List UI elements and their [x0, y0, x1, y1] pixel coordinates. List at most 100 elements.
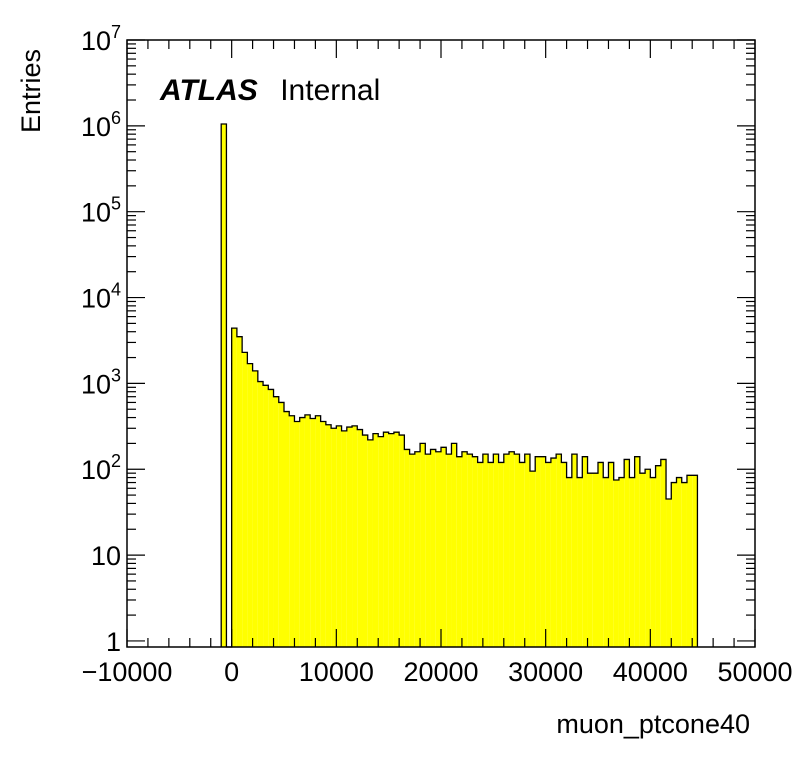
histogram-bar — [247, 363, 253, 647]
histogram-bar — [372, 433, 379, 647]
histogram-bar — [556, 454, 562, 647]
atlas-status-label: Internal — [280, 74, 380, 107]
histogram-bar — [524, 454, 530, 647]
histogram-bar — [624, 459, 630, 647]
histogram-bar — [514, 454, 520, 647]
histogram-bar — [676, 477, 682, 647]
histogram-bar — [598, 462, 604, 647]
histogram-bar — [561, 462, 567, 647]
histogram-bar — [582, 456, 588, 647]
histogram-bar — [289, 415, 295, 647]
histogram-bar — [430, 449, 436, 647]
histogram-bar — [388, 433, 394, 647]
histogram-bar — [629, 477, 635, 647]
histogram-bar — [268, 389, 274, 647]
histogram-bar — [498, 462, 504, 647]
histogram-bar — [608, 462, 614, 647]
histogram-bar — [325, 424, 332, 647]
histogram-bar — [414, 451, 421, 647]
histogram-bar — [634, 456, 640, 647]
y-tick-label: 103 — [81, 365, 121, 399]
histogram-bar — [650, 477, 656, 647]
y-tick-label: 107 — [81, 22, 121, 56]
histogram-bar — [535, 456, 541, 647]
histogram-bar — [472, 456, 478, 647]
atlas-experiment-label: ATLAS — [159, 74, 258, 107]
y-axis-title: Entries — [16, 49, 46, 133]
histogram-bar — [493, 454, 499, 647]
y-tick-label: 104 — [81, 280, 121, 314]
axis-ticks — [126, 39, 756, 647]
histogram-bar — [441, 447, 447, 647]
x-tick-label: 20000 — [403, 657, 478, 687]
histogram-bar — [221, 124, 227, 647]
histogram-bar — [639, 473, 646, 647]
histogram-bar — [252, 370, 258, 647]
histogram-bar — [362, 435, 368, 647]
x-tick-label: −10000 — [82, 657, 173, 687]
histogram-bar — [236, 336, 243, 647]
histogram-bar — [331, 428, 337, 647]
histogram-bar — [242, 352, 248, 647]
histogram-bars — [220, 123, 699, 648]
histogram-bar — [477, 462, 483, 647]
histogram-bar — [529, 471, 536, 647]
histogram-bar — [488, 462, 494, 647]
y-tick-label: 106 — [81, 108, 121, 142]
histogram-bar — [592, 473, 598, 647]
histogram-bar — [540, 456, 546, 647]
histogram-bar — [257, 381, 264, 647]
histogram-bar — [660, 459, 667, 647]
histogram-bar — [383, 432, 389, 647]
y-tick-label: 105 — [81, 194, 121, 228]
histogram-bar — [613, 479, 619, 647]
y-tick-label: 102 — [81, 451, 121, 485]
histogram-bar — [420, 443, 426, 647]
histogram-bar — [263, 385, 269, 647]
histogram-bar — [577, 477, 583, 647]
histogram-bar — [671, 482, 677, 647]
histogram-bar — [482, 454, 489, 647]
histogram-bar — [461, 451, 468, 647]
histogram-bar — [545, 462, 551, 647]
histogram-bar — [509, 451, 515, 647]
histogram-bar — [352, 425, 358, 647]
histogram-bar — [503, 454, 510, 647]
histogram-bar — [409, 454, 415, 647]
histogram-bar — [273, 396, 279, 647]
histogram-bar — [299, 417, 305, 647]
x-axis-title: muon_ptcone40 — [556, 709, 750, 739]
histogram-bar — [571, 454, 578, 647]
atlas-label: ATLAS Internal — [159, 74, 380, 107]
histogram-bar — [336, 425, 342, 647]
histogram-bar — [341, 430, 347, 647]
plot-frame — [126, 39, 756, 648]
histogram-bar — [425, 454, 431, 647]
histogram-bar — [399, 435, 405, 647]
histogram-bar — [519, 462, 525, 647]
histogram-bar — [692, 475, 698, 647]
histogram-bar — [456, 456, 462, 647]
x-tick-label: 40000 — [613, 657, 688, 687]
histogram-bar — [346, 427, 353, 647]
histogram-bar — [284, 411, 290, 647]
y-tick-labels: 1 10 102 103 104 105 106 107 — [81, 22, 121, 657]
histogram-bar — [315, 415, 321, 647]
histogram-bar — [566, 477, 572, 647]
histogram-bar — [645, 469, 651, 647]
histogram-bar — [446, 454, 452, 647]
x-tick-label: 50000 — [717, 657, 792, 687]
histogram-bar — [587, 473, 593, 647]
histogram-bar — [686, 475, 693, 647]
histogram-outline — [220, 123, 699, 648]
x-tick-label: 30000 — [508, 657, 583, 687]
histogram-bar — [435, 451, 441, 647]
y-tick-label: 10 — [91, 541, 121, 571]
x-tick-labels: −10000 0 10000 20000 30000 40000 50000 — [82, 657, 793, 687]
x-tick-label: 10000 — [299, 657, 374, 687]
histogram-bar — [451, 443, 457, 647]
histogram-bar — [550, 458, 557, 647]
histogram-bar — [310, 418, 316, 647]
histogram-bar — [378, 436, 384, 647]
